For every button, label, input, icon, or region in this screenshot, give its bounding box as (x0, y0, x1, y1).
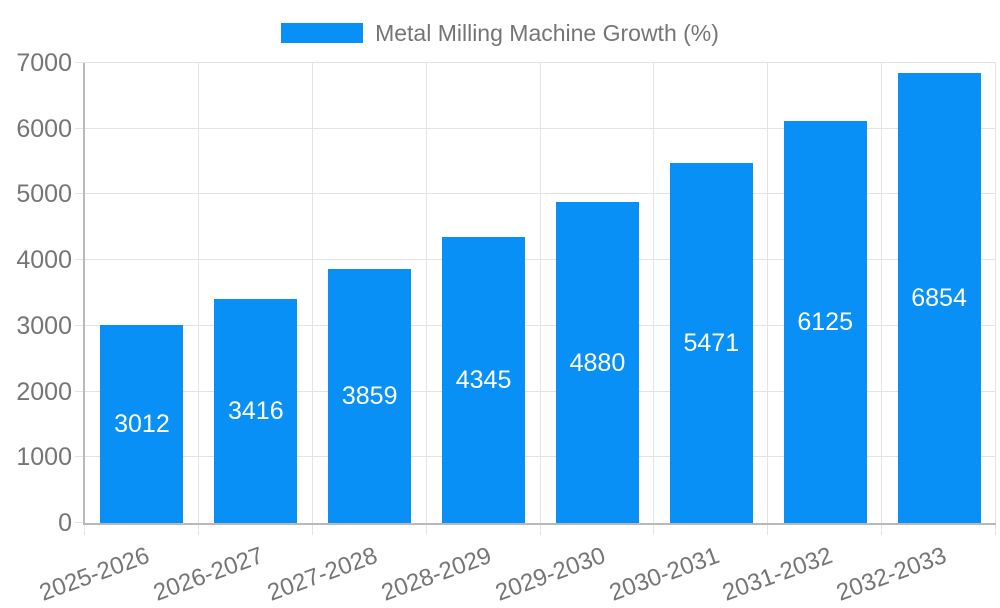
bar-value-label: 3416 (214, 396, 297, 426)
x-axis-label: 2030-2031 (605, 542, 722, 608)
legend: Metal Milling Machine Growth (%) (0, 21, 1000, 45)
y-axis-label: 7000 (0, 48, 72, 78)
v-gridline (198, 63, 199, 523)
v-gridline (767, 63, 768, 523)
bar-value-label: 6854 (898, 283, 981, 313)
x-axis-label: 2031-2032 (719, 542, 836, 608)
y-axis-line (83, 63, 85, 525)
y-axis-label: 3000 (0, 311, 72, 341)
y-axis-label: 6000 (0, 114, 72, 144)
v-gridline (881, 63, 882, 523)
y-axis-label: 4000 (0, 245, 72, 275)
x-axis-line (83, 523, 996, 525)
x-axis-label: 2032-2033 (833, 542, 950, 608)
legend-label: Metal Milling Machine Growth (%) (375, 21, 719, 45)
bar-value-label: 3859 (328, 381, 411, 411)
v-gridline (426, 63, 427, 523)
bar-value-label: 3012 (100, 409, 183, 439)
x-axis-label: 2025-2026 (36, 542, 153, 608)
h-gridline (85, 62, 996, 63)
y-axis-label: 1000 (0, 442, 72, 472)
v-gridline (312, 63, 313, 523)
bar-value-label: 4880 (556, 348, 639, 378)
bar-value-label: 6125 (784, 307, 867, 337)
x-axis-label: 2026-2027 (150, 542, 267, 608)
y-axis-label: 5000 (0, 179, 72, 209)
y-axis-label: 2000 (0, 377, 72, 407)
x-axis-label: 2029-2030 (492, 542, 609, 608)
x-axis-label: 2028-2029 (378, 542, 495, 608)
v-gridline (540, 63, 541, 523)
legend-item[interactable]: Metal Milling Machine Growth (%) (281, 21, 719, 45)
x-axis-label: 2027-2028 (264, 542, 381, 608)
bar-value-label: 5471 (670, 328, 753, 358)
bar-value-label: 4345 (442, 365, 525, 395)
y-axis-label: 0 (0, 508, 72, 538)
v-gridline (653, 63, 654, 523)
v-gridline (995, 63, 996, 523)
legend-swatch (281, 23, 363, 43)
